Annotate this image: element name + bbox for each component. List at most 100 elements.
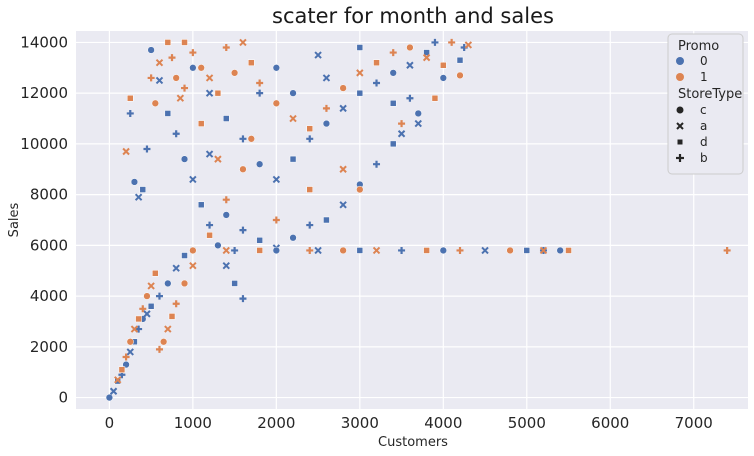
data-point-promo-0: [130, 178, 139, 186]
legend-storetype-d-marker: [677, 139, 683, 145]
data-point-promo-0: [109, 387, 118, 395]
data-point-promo-0: [431, 38, 439, 46]
data-point-promo-1: [506, 246, 514, 255]
data-point-promo-0: [135, 325, 143, 333]
data-point-promo-1: [272, 99, 280, 107]
data-point-promo-1: [164, 39, 172, 46]
data-point-promo-0: [181, 252, 188, 259]
data-point-promo-1: [448, 38, 456, 46]
data-point-promo-1: [189, 246, 197, 255]
data-point-promo-1: [205, 74, 214, 82]
data-point-promo-1: [306, 125, 313, 132]
data-point-promo-0: [147, 46, 155, 54]
data-point-promo-1: [197, 64, 205, 72]
data-point-promo-0: [373, 79, 381, 87]
data-point-promo-1: [464, 41, 473, 49]
data-point-promo-0: [289, 234, 297, 242]
data-point-promo-1: [389, 49, 397, 57]
data-point-promo-1: [147, 282, 155, 290]
data-point-promo-1: [147, 74, 155, 82]
x-tick-label: 5000: [508, 414, 546, 432]
data-point-promo-1: [406, 43, 414, 52]
data-point-promo-1: [118, 366, 126, 373]
data-point-promo-0: [373, 160, 381, 168]
data-point-promo-0: [139, 186, 147, 193]
data-point-promo-0: [222, 261, 230, 270]
y-tick-label: 12000: [20, 84, 68, 102]
data-point-promo-0: [272, 246, 280, 255]
chart-title: scater for month and sales: [272, 4, 554, 28]
data-point-promo-1: [272, 216, 280, 224]
data-point-promo-1: [230, 69, 239, 77]
data-point-promo-0: [481, 246, 489, 255]
data-point-promo-0: [423, 49, 430, 56]
data-point-promo-1: [151, 99, 159, 107]
data-point-promo-0: [105, 393, 114, 402]
data-point-promo-1: [239, 38, 247, 47]
data-point-promo-0: [306, 135, 314, 143]
y-tick-label: 8000: [30, 186, 68, 204]
data-point-promo-0: [322, 74, 331, 82]
data-points: [105, 38, 731, 402]
data-point-promo-0: [134, 193, 143, 201]
y-tick-label: 2000: [30, 338, 68, 356]
data-point-promo-0: [172, 264, 180, 272]
data-point-promo-1: [168, 313, 176, 320]
data-point-promo-0: [206, 221, 214, 229]
data-point-promo-0: [239, 226, 247, 234]
data-point-promo-0: [256, 237, 263, 244]
y-tick-label: 4000: [30, 287, 68, 305]
tick-labels: 0 1000 2000 3000 4000 5000 6000 7000 0 2000 4000 60…: [20, 33, 713, 432]
data-point-promo-1: [206, 231, 213, 239]
data-point-promo-0: [189, 64, 197, 72]
data-point-promo-0: [143, 310, 151, 318]
data-point-promo-0: [439, 246, 447, 255]
data-point-promo-1: [247, 135, 255, 143]
legend-hue-title: Promo: [678, 39, 719, 54]
data-point-promo-0: [197, 201, 205, 209]
data-point-promo-1: [189, 261, 197, 270]
data-point-promo-0: [164, 279, 172, 288]
data-point-promo-1: [126, 338, 134, 346]
data-point-promo-0: [122, 360, 130, 369]
data-point-promo-0: [389, 140, 397, 148]
data-point-promo-0: [256, 89, 264, 97]
data-point-promo-1: [181, 84, 189, 92]
x-axis-label: Customers: [378, 435, 448, 450]
data-point-promo-1: [539, 246, 548, 255]
data-point-promo-0: [414, 119, 422, 128]
data-point-promo-0: [205, 150, 214, 158]
data-point-promo-1: [239, 165, 247, 173]
data-point-promo-0: [556, 246, 564, 255]
data-point-promo-1: [139, 305, 147, 313]
data-point-promo-1: [114, 376, 122, 384]
data-point-promo-1: [456, 71, 464, 80]
data-point-promo-1: [214, 155, 222, 163]
data-point-promo-1: [130, 325, 139, 333]
data-point-promo-1: [440, 61, 447, 69]
legend-storetype-a-label: a: [700, 119, 707, 133]
data-point-promo-1: [423, 247, 430, 254]
data-point-promo-1: [155, 345, 163, 353]
data-point-promo-1: [214, 89, 222, 97]
data-point-promo-0: [231, 280, 238, 287]
data-point-promo-0: [314, 246, 322, 255]
data-point-promo-0: [406, 94, 414, 102]
data-point-promo-0: [214, 241, 222, 250]
data-point-promo-0: [126, 348, 134, 356]
data-point-promo-1: [127, 94, 134, 102]
x-tick-label: 7000: [675, 414, 713, 432]
data-point-promo-0: [155, 292, 163, 300]
data-point-promo-1: [339, 165, 347, 173]
data-point-promo-0: [147, 303, 155, 310]
legend-style-title: StoreType: [678, 87, 742, 102]
data-point-promo-0: [272, 64, 280, 72]
data-point-promo-1: [322, 104, 330, 112]
data-point-promo-0: [164, 110, 172, 117]
y-tick-label: 0: [58, 389, 68, 407]
data-point-promo-1: [372, 246, 381, 255]
data-point-promo-0: [356, 247, 364, 254]
data-point-promo-0: [222, 211, 230, 219]
data-point-promo-0: [356, 89, 364, 97]
data-point-promo-0: [189, 175, 197, 184]
